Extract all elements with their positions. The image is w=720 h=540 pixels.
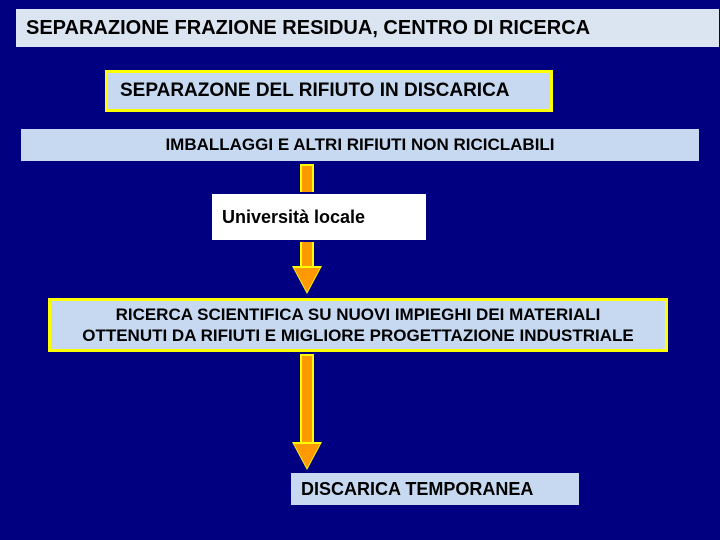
step2-text: IMBALLAGGI E ALTRI RIFIUTI NON RICICLABI… bbox=[165, 134, 554, 155]
arrow-2-shaft bbox=[300, 354, 314, 444]
title-box: SEPARAZIONE FRAZIONE RESIDUA, CENTRO DI … bbox=[15, 8, 720, 48]
arrow-2 bbox=[294, 354, 320, 468]
slide-root: SEPARAZIONE FRAZIONE RESIDUA, CENTRO DI … bbox=[0, 0, 720, 540]
step2-box: IMBALLAGGI E ALTRI RIFIUTI NON RICICLABI… bbox=[20, 128, 700, 162]
step4-box: RICERCA SCIENTIFICA SU NUOVI IMPIEGHI DE… bbox=[48, 298, 668, 352]
step4-text: RICERCA SCIENTIFICA SU NUOVI IMPIEGHI DE… bbox=[82, 304, 634, 347]
arrow-1-head bbox=[294, 268, 320, 292]
step1-box: SEPARAZONE DEL RIFIUTO IN DISCARICA bbox=[105, 70, 553, 112]
step3-box: Università locale bbox=[210, 192, 428, 242]
arrow-2-head bbox=[294, 444, 320, 468]
step5-text: DISCARICA TEMPORANEA bbox=[301, 478, 533, 501]
step3-text: Università locale bbox=[222, 206, 365, 229]
step5-box: DISCARICA TEMPORANEA bbox=[290, 472, 580, 506]
title-text: SEPARAZIONE FRAZIONE RESIDUA, CENTRO DI … bbox=[26, 16, 590, 41]
step1-text: SEPARAZONE DEL RIFIUTO IN DISCARICA bbox=[120, 79, 510, 103]
